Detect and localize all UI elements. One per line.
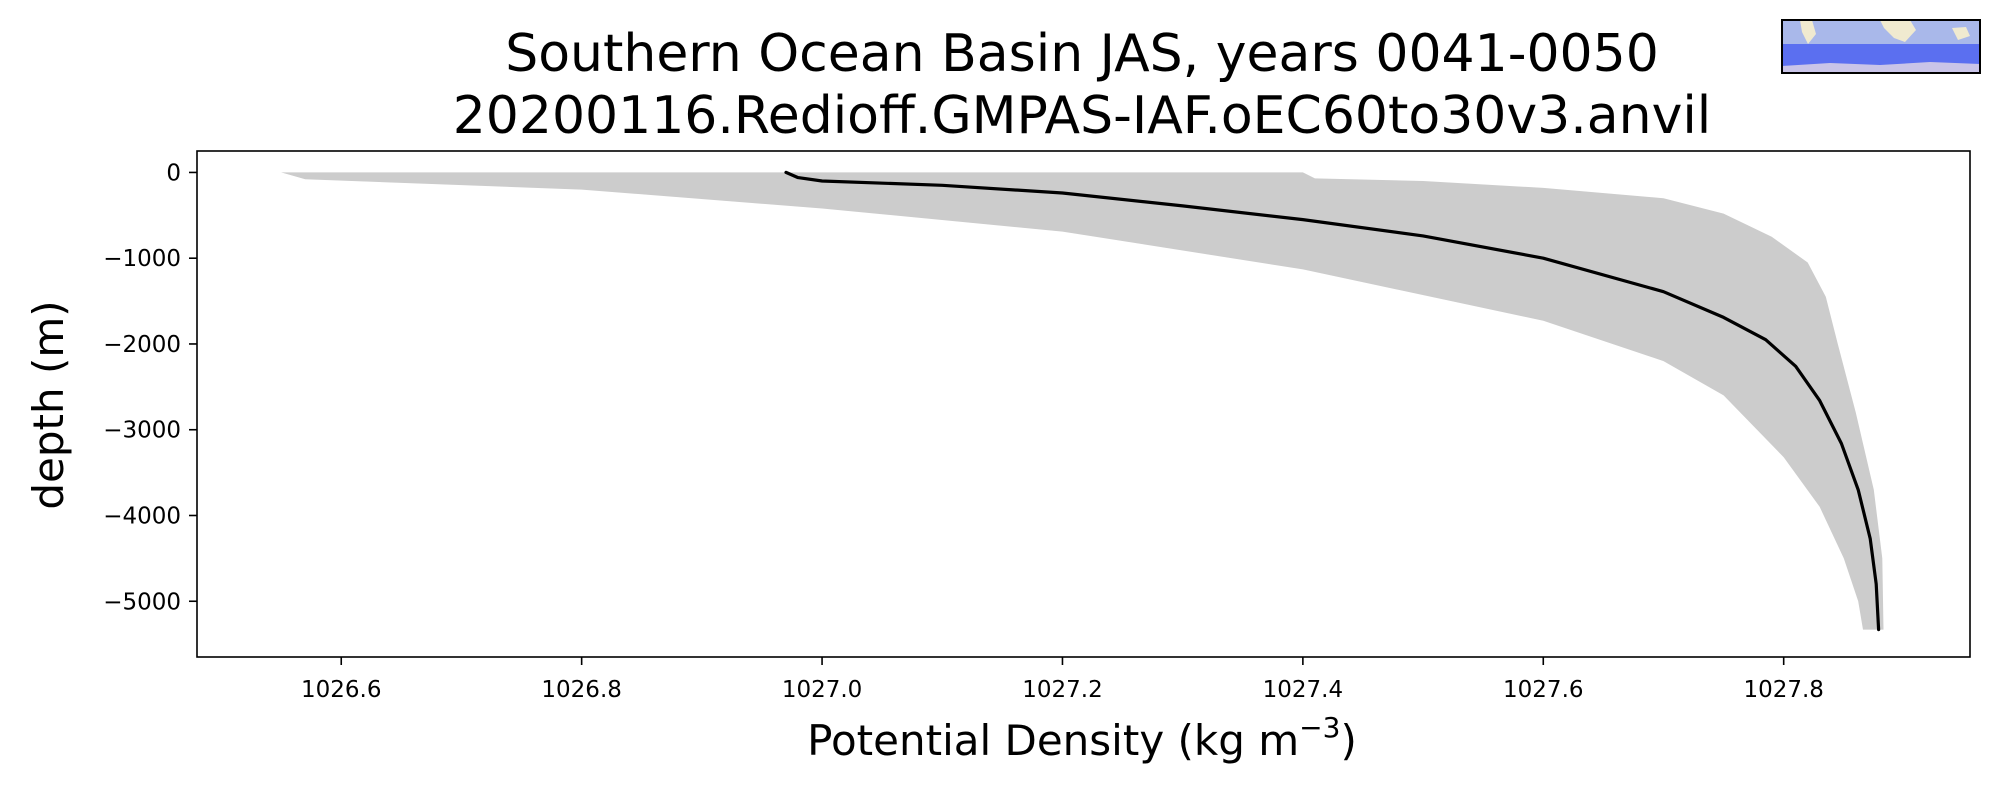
- y-axis-label: depth (m): [24, 300, 73, 509]
- y-tick-label: −3000: [103, 418, 181, 444]
- x-tick-label: 1026.8: [541, 677, 621, 703]
- axes-frame: [196, 150, 1971, 658]
- x-axis: 1026.6 1026.8 1027.0 1027.2 1027.4 1027.6 1027…: [301, 657, 1824, 703]
- map-frame: [1781, 19, 1981, 74]
- plot-area: 1026.6 1026.8 1027.0 1027.2 1027.4 1027.6 1027…: [103, 150, 1971, 703]
- x-tick-label: 1027.8: [1743, 677, 1823, 703]
- chart-subtitle: 20200116.Redioff.GMPAS-IAF.oEC60to30v3.a…: [453, 86, 1712, 146]
- x-axis-label-prefix: Potential Density (kg m: [807, 716, 1299, 765]
- x-axis-label-suffix: ): [1340, 716, 1356, 765]
- y-tick-label: −4000: [103, 503, 181, 529]
- map-land-antarctica: [1782, 62, 1980, 73]
- map-land-australia: [1952, 27, 1970, 40]
- y-tick-label: −5000: [103, 589, 181, 615]
- x-axis-label-superscript: −3: [1299, 711, 1340, 744]
- x-tick-label: 1027.6: [1503, 677, 1583, 703]
- map-land-americas: [1800, 20, 1816, 44]
- y-axis: 0 −1000 −2000 −3000 −4000 −5000: [103, 160, 197, 615]
- x-tick-label: 1027.2: [1022, 677, 1102, 703]
- x-tick-label: 1027.4: [1263, 677, 1343, 703]
- map-land-africa: [1880, 20, 1916, 42]
- y-tick-label: −1000: [103, 246, 181, 272]
- x-tick-label: 1027.0: [782, 677, 862, 703]
- x-tick-label: 1026.6: [301, 677, 381, 703]
- y-tick-label: −2000: [103, 332, 181, 358]
- spread-band: [281, 172, 1884, 630]
- y-tick-label: 0: [166, 160, 181, 186]
- x-axis-label: Potential Density (kg m−3): [807, 711, 1357, 765]
- mean-profile-line: [784, 170, 1881, 632]
- basin-map-icon: [1781, 19, 1981, 74]
- chart-title: Southern Ocean Basin JAS, years 0041-005…: [505, 24, 1659, 84]
